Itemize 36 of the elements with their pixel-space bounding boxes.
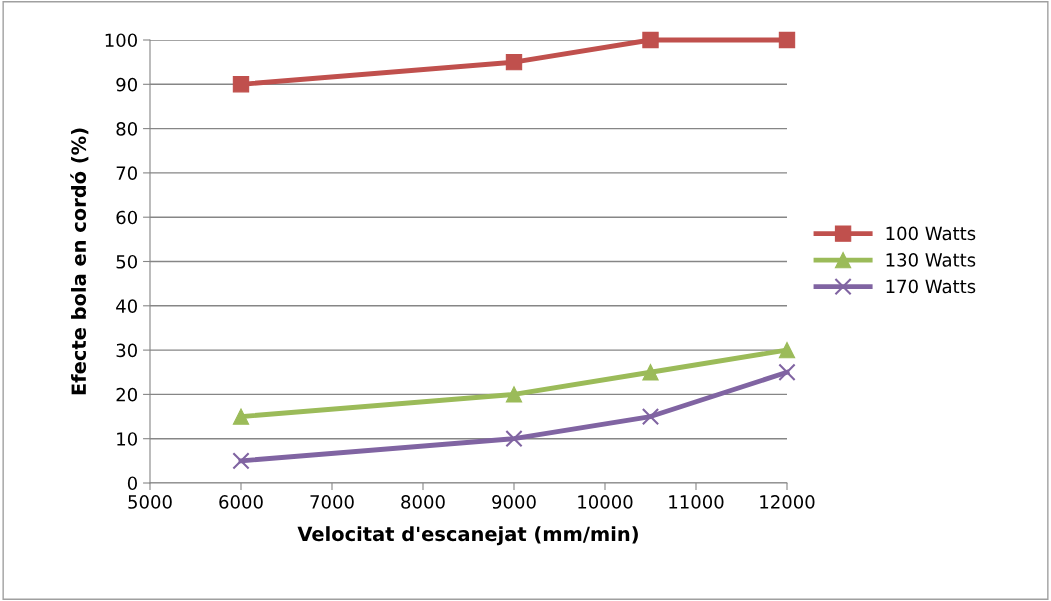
y-tick-label: 10: [117, 432, 137, 446]
point: [232, 408, 250, 425]
legend-label: 100 Watts: [886, 226, 976, 241]
y-tick-label: 90: [116, 77, 137, 92]
y-tick-label: 80: [116, 122, 137, 136]
y-tick-label: 0: [127, 476, 137, 491]
x-tick-label: 12000: [760, 495, 815, 509]
legend-label: 170 Watts: [886, 279, 976, 294]
point: [642, 364, 659, 381]
y-tick-label: 70: [116, 166, 137, 181]
point: [232, 76, 250, 93]
y-tick-label: 40: [116, 299, 137, 313]
x-tick-label: 5000: [128, 495, 172, 509]
y-tick-label: 60: [116, 210, 137, 225]
point: [505, 386, 523, 403]
legend-label: 130 Watts: [886, 253, 976, 267]
point: [778, 363, 796, 381]
x-tick-label: 9000: [492, 495, 536, 509]
x-tick-label: 7000: [310, 495, 354, 509]
x-tick-label: 8000: [401, 495, 445, 509]
y-tick-label: 50: [116, 254, 137, 269]
y-tick-label: 20: [116, 387, 137, 402]
point: [778, 31, 796, 49]
point: [778, 341, 796, 359]
point: [505, 430, 523, 448]
x-tick-label: 10000: [578, 495, 633, 509]
point: [505, 53, 523, 71]
x-tick-label: 6000: [219, 495, 263, 509]
point: [642, 31, 659, 49]
y-axis-title: Efecte bola en cordó (%): [70, 128, 89, 395]
x-axis-title: Velocitat d'escanejat (mm/min): [297, 526, 638, 546]
point: [232, 452, 250, 470]
point: [641, 407, 660, 426]
x-tick-label: 11000: [669, 495, 724, 509]
y-tick-label: 30: [116, 343, 137, 358]
y-tick-label: 100: [105, 33, 137, 48]
